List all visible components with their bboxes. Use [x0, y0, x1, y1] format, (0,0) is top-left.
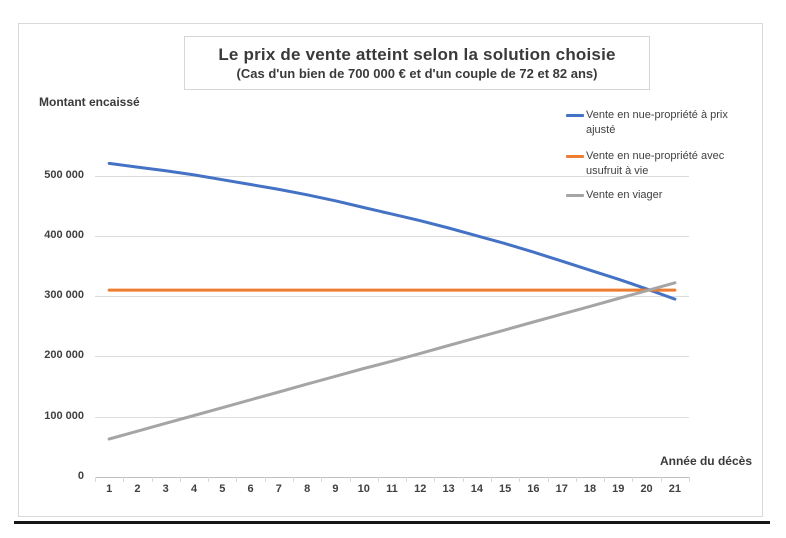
x-tick-label: 2 [134, 483, 141, 495]
x-tick-label: 13 [442, 483, 455, 495]
x-tick-label: 16 [527, 483, 540, 495]
x-tick-label: 3 [162, 483, 169, 495]
x-tick-label: 17 [555, 483, 568, 495]
x-axis-tick [434, 477, 436, 482]
x-axis-line [95, 477, 689, 478]
x-axis-tick [123, 477, 125, 482]
y-tick-label: 0 [77, 470, 84, 482]
plot-lines [107, 161, 677, 441]
y-tick-label: 200 000 [44, 349, 84, 362]
legend-item: Vente en viager [566, 188, 758, 203]
x-axis-tick [208, 477, 210, 482]
x-axis-tick [264, 477, 266, 482]
x-axis-tick [406, 477, 408, 482]
x-axis-tick [236, 477, 238, 482]
x-tick-label: 9 [332, 483, 339, 495]
chart-title-box: Le prix de vente atteint selon la soluti… [184, 36, 650, 90]
page-bottom-border [14, 521, 770, 524]
x-tick-label: 6 [247, 483, 254, 495]
x-axis-tick [95, 477, 96, 482]
y-tick-label: 100 000 [44, 409, 84, 422]
legend-label: Vente en nue-propriété à prix ajusté [586, 109, 728, 136]
y-gridline [95, 175, 689, 177]
x-axis-tick [604, 477, 606, 482]
legend-line-swatch [566, 155, 584, 158]
legend-label: Vente en viager [586, 189, 663, 201]
x-axis-tick [179, 477, 181, 482]
x-axis-tick [377, 477, 379, 482]
x-tick-label: 21 [668, 483, 681, 495]
y-gridline [95, 416, 689, 418]
x-axis-tick [547, 477, 549, 482]
chart-title: Le prix de vente atteint selon la soluti… [218, 45, 616, 64]
legend-label: Vente en nue-propriété avec usufruit à v… [586, 150, 725, 177]
x-axis-tick [349, 477, 351, 482]
x-axis-title: Année du décès [659, 454, 752, 468]
x-axis-tick [689, 477, 690, 482]
x-tick-label: 5 [219, 483, 226, 495]
y-gridline [95, 356, 689, 358]
x-tick-label: 14 [470, 483, 483, 495]
x-tick-label: 7 [275, 483, 282, 495]
x-tick-label: 15 [499, 483, 512, 495]
legend-line-swatch [566, 194, 584, 197]
legend-item: Vente en nue-propriété à prix ajusté [566, 108, 758, 138]
chart-subtitle: (Cas d'un bien de 700 000 € et d'un coup… [236, 66, 598, 81]
x-tick-label: 19 [612, 483, 625, 495]
x-axis-tick [321, 477, 323, 482]
y-axis-title: Montant encaissé [39, 95, 140, 109]
x-tick-label: 4 [190, 483, 198, 495]
x-tick-label: 20 [640, 483, 653, 495]
x-axis-tick [519, 477, 521, 482]
legend-item: Vente en nue-propriété avec usufruit à v… [566, 149, 758, 179]
x-tick-label: 18 [583, 483, 597, 495]
y-tick-label: 300 000 [44, 289, 84, 302]
y-tick-label: 500 000 [44, 168, 84, 181]
legend-line-swatch [566, 114, 584, 117]
series-line [107, 281, 677, 441]
x-tick-label: 10 [357, 483, 370, 495]
chart-area: Le prix de vente atteint selon la soluti… [18, 23, 763, 517]
x-tick-label: 11 [386, 483, 398, 495]
series-line [107, 161, 677, 301]
x-axis-tick [575, 477, 577, 482]
x-axis-tick [151, 477, 153, 482]
y-gridline [95, 296, 689, 298]
x-tick-label: 1 [106, 483, 113, 495]
x-axis-tick [491, 477, 492, 482]
y-gridline [95, 235, 689, 237]
x-tick-label: 8 [304, 483, 311, 495]
x-tick-label: 12 [414, 483, 427, 495]
x-axis-tick [660, 477, 662, 482]
x-axis-tick [293, 477, 294, 482]
x-axis-tick [462, 477, 464, 482]
y-tick-label: 400 000 [44, 228, 84, 241]
x-axis-tick [632, 477, 634, 482]
